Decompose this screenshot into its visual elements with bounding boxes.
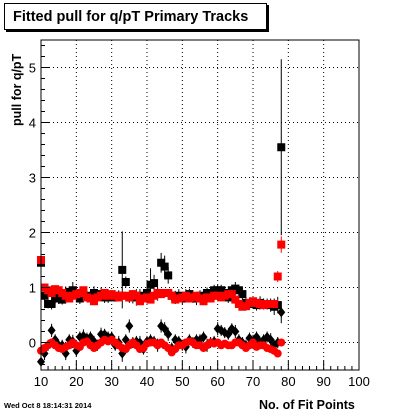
data-point-square [47, 300, 56, 308]
chart-title-box: Fitted pull for q/pT Primary Tracks [4, 3, 267, 30]
plot-frame [40, 39, 360, 371]
data-point-circle [277, 338, 286, 347]
y-tick-label: 2 [29, 226, 36, 241]
data-point-square [75, 294, 84, 303]
data-point-square [238, 290, 247, 299]
data-point-square [270, 300, 279, 308]
data-markers [37, 143, 286, 367]
data-point-square [143, 289, 151, 297]
tick-labels: 10 20 30 40 50 60 70 80 90 100 0 1 2 3 4 5 [29, 61, 370, 390]
x-tick-label: 40 [140, 374, 154, 389]
data-point-square [118, 265, 127, 274]
y-axis-label: pull for q/pT [10, 53, 24, 126]
data-point-circle [273, 349, 282, 358]
x-tick-label: 70 [246, 374, 260, 389]
x-axis-label: No. of Fit Points [259, 398, 355, 412]
grid-lines [41, 40, 359, 370]
data-point-square [277, 143, 286, 152]
timestamp: Wed Oct 8 18:14:31 2014 [4, 401, 92, 410]
data-point-diamond [47, 325, 56, 336]
x-tick-label: 100 [348, 374, 370, 389]
chart-title: Fitted pull for q/pT Primary Tracks [13, 9, 249, 25]
x-tick-label: 80 [281, 374, 295, 389]
data-point-square [132, 291, 141, 300]
axis-ticks [40, 45, 360, 370]
data-point-square [231, 295, 240, 304]
y-tick-label: 0 [29, 336, 36, 351]
y-tick-label: 5 [29, 61, 36, 76]
y-tick-label: 3 [29, 171, 36, 186]
data-point-diamond [231, 326, 240, 337]
x-tick-label: 90 [316, 374, 330, 389]
data-point-diamond [164, 329, 173, 340]
data-point-square [121, 278, 130, 286]
y-tick-label: 1 [29, 281, 36, 296]
data-point-diamond [199, 332, 208, 342]
data-point-square [79, 286, 88, 295]
data-point-square [273, 272, 282, 281]
data-point-diamond [277, 307, 286, 318]
data-point-diamond [125, 321, 134, 331]
data-point-square [227, 290, 236, 299]
x-tick-label: 20 [69, 374, 83, 389]
x-tick-label: 50 [175, 374, 189, 389]
data-point-square [277, 240, 286, 249]
data-point-square [40, 291, 49, 300]
x-tick-label: 10 [34, 374, 48, 389]
data-point-square [164, 271, 173, 280]
x-tick-label: 30 [104, 374, 118, 389]
y-tick-label: 4 [29, 116, 36, 131]
x-tick-label: 60 [210, 374, 224, 389]
data-point-square [160, 262, 169, 271]
data-point-square [150, 279, 159, 288]
